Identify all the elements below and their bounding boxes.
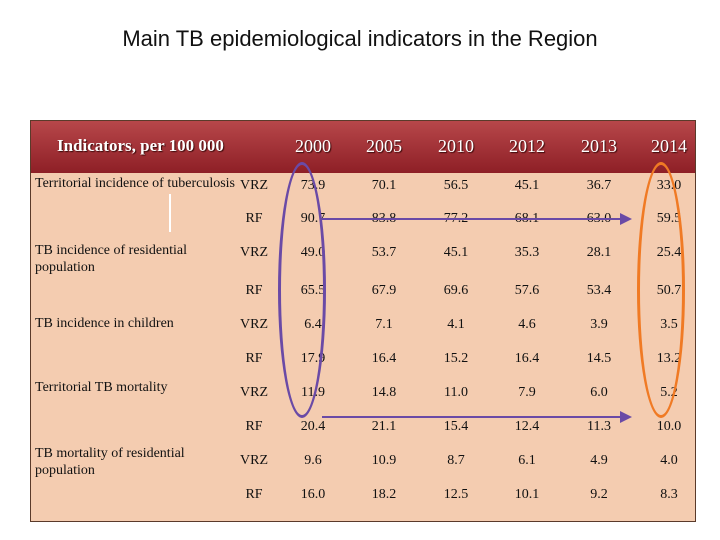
table-cell: 15.4 — [443, 419, 469, 434]
table-cell: 8.7 — [447, 453, 465, 468]
table-cell: 16.4 — [514, 351, 540, 366]
table-cell: 53.7 — [371, 245, 397, 260]
table-cell: 53.4 — [586, 283, 612, 298]
table-cell: 6.0 — [590, 385, 608, 400]
year-header: 2013 — [581, 136, 617, 156]
table-cell: 9.6 — [304, 453, 322, 468]
table-cell: 28.1 — [586, 245, 612, 260]
table-cell: 4.9 — [590, 453, 608, 468]
table-cell: 10.9 — [371, 453, 397, 468]
indicator-name: Territorial TB mortality — [35, 380, 168, 395]
indicator-name: TB mortality of residential population — [35, 446, 185, 478]
table-cell: 35.3 — [514, 245, 540, 260]
table-header: Indicators, per 100 000 2000 2005 2010 2… — [31, 121, 695, 173]
table-cell: 3.9 — [590, 317, 608, 332]
year-header: 2014 — [651, 136, 687, 156]
table-cell: 57.6 — [514, 283, 540, 298]
region-label: RF — [245, 283, 263, 298]
trend-arrow-head — [620, 411, 632, 423]
year-header: 2010 — [438, 136, 474, 156]
table-cell: 12.5 — [443, 487, 469, 502]
region-label: RF — [245, 419, 263, 434]
table-cell: 7.9 — [518, 385, 536, 400]
table-cell: 16.4 — [371, 351, 397, 366]
indicator-table: Indicators, per 100 000 2000 2005 2010 2… — [30, 120, 696, 522]
end-year-ring — [637, 162, 685, 418]
table-cell: 20.4 — [300, 419, 326, 434]
table-cell: 4.6 — [518, 317, 536, 332]
table-cell: 16.0 — [300, 487, 326, 502]
table-cell: 11.0 — [444, 385, 468, 400]
table-cell: 4.0 — [660, 453, 678, 468]
region-label: VRZ — [240, 385, 268, 400]
table-cell: 36.7 — [586, 178, 612, 193]
table-cell: 69.6 — [443, 283, 469, 298]
table-cell: 10.1 — [514, 487, 540, 502]
table-cell: 56.5 — [443, 178, 469, 193]
table-cell: 7.1 — [375, 317, 393, 332]
table-cell: 11.3 — [587, 419, 611, 434]
region-label: VRZ — [240, 453, 268, 468]
region-label: RF — [245, 211, 263, 226]
region-label: RF — [245, 351, 263, 366]
table-cell: 10.0 — [656, 419, 682, 434]
table-cell: 4.1 — [447, 317, 465, 332]
table-cell: 67.9 — [371, 283, 397, 298]
indicator-name: TB incidence of residential population — [35, 243, 187, 275]
indicator-name: Territorial incidence of tuberculosis — [35, 176, 235, 191]
year-header: 2005 — [366, 136, 402, 156]
table-cell: 21.1 — [371, 419, 397, 434]
year-header: 2012 — [509, 136, 545, 156]
region-label: VRZ — [240, 245, 268, 260]
table-cell: 14.5 — [586, 351, 612, 366]
trend-arrow-head — [620, 213, 632, 225]
header-label: Indicators, per 100 000 — [57, 136, 224, 155]
year-header: 2000 — [295, 136, 331, 156]
trend-arrow-line — [322, 416, 622, 418]
table-cell: 45.1 — [443, 245, 469, 260]
region-label: VRZ — [240, 178, 268, 193]
table-cell: 9.2 — [590, 487, 608, 502]
table-cell: 14.8 — [371, 385, 397, 400]
region-label: RF — [245, 487, 263, 502]
divider — [169, 194, 171, 232]
trend-arrow-line — [322, 218, 622, 220]
indicator-name: TB incidence in children — [35, 316, 174, 331]
table-cell: 8.3 — [660, 487, 678, 502]
table-cell: 45.1 — [514, 178, 540, 193]
table-cell: 12.4 — [514, 419, 540, 434]
start-year-ring — [278, 162, 326, 418]
region-label: VRZ — [240, 317, 268, 332]
table-cell: 18.2 — [371, 487, 397, 502]
table-cell: 70.1 — [371, 178, 397, 193]
table-cell: 6.1 — [518, 453, 536, 468]
slide-title: Main TB epidemiological indicators in th… — [122, 26, 598, 51]
table-cell: 15.2 — [443, 351, 469, 366]
